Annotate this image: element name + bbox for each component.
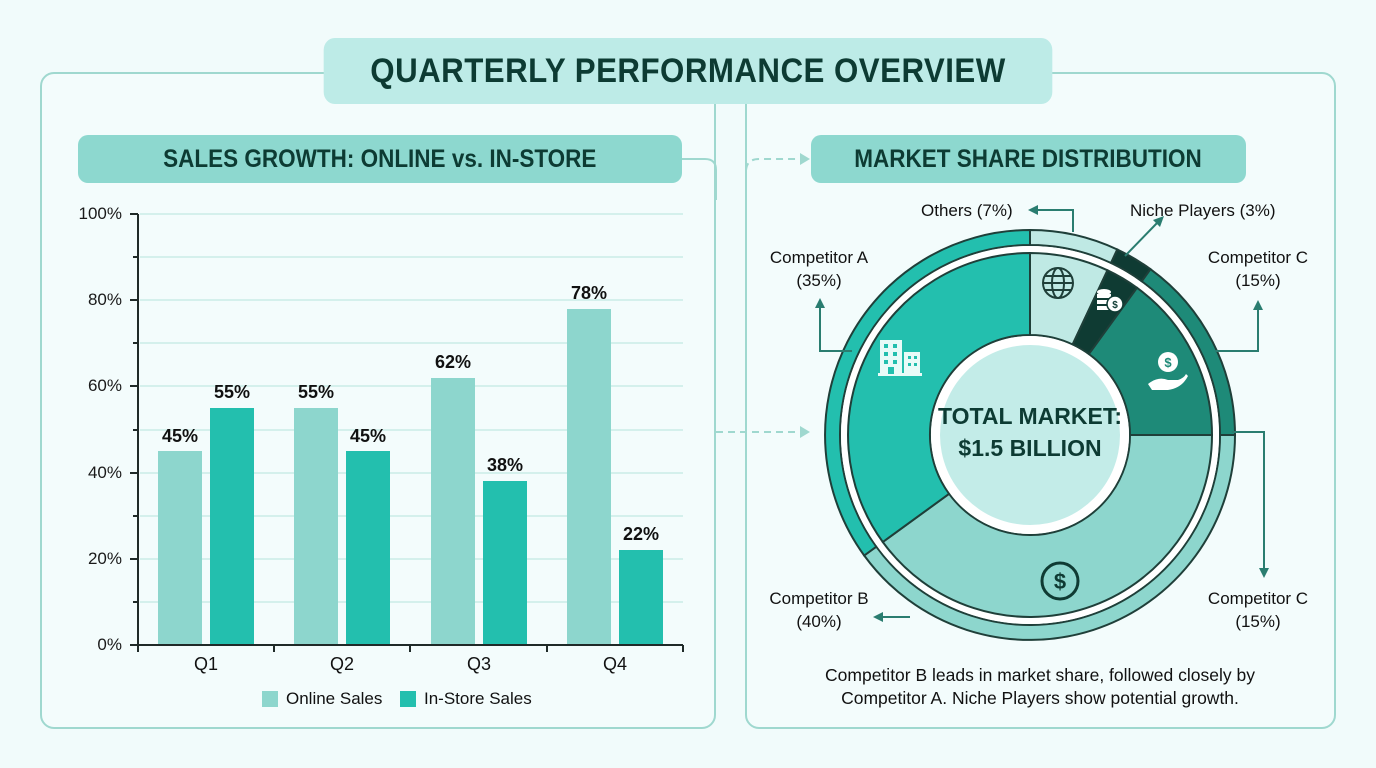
legend-swatch-instore xyxy=(400,691,416,707)
bar-label-online-q4: 78% xyxy=(570,283,608,303)
online-bars xyxy=(158,309,611,645)
competitor-c-bottom-name: Competitor C xyxy=(1207,589,1309,608)
bar-instore-q4 xyxy=(619,550,663,645)
bar-online-q1 xyxy=(158,451,202,645)
bar-online-q3 xyxy=(431,378,475,645)
label-others: Others (7%) xyxy=(921,201,1013,220)
bar-label-instore-q2: 45% xyxy=(349,426,387,446)
bar-instore-q1 xyxy=(210,408,254,645)
market-share-header: MARKET SHARE DISTRIBUTION xyxy=(811,135,1246,183)
market-share-header-text: MARKET SHARE DISTRIBUTION xyxy=(854,144,1203,173)
y-tick-40: 40% xyxy=(87,463,122,482)
svg-text:$: $ xyxy=(1164,355,1172,370)
competitor-b-name: Competitor B xyxy=(769,589,869,608)
y-tick-0: 0% xyxy=(97,635,122,654)
y-tick-100: 100% xyxy=(78,204,122,223)
bar-label-instore-q1: 55% xyxy=(213,382,251,402)
page-title-text: QUARTERLY PERFORMANCE OVERVIEW xyxy=(370,51,1006,90)
sales-growth-header: SALES GROWTH: ONLINE vs. IN-STORE xyxy=(78,135,682,183)
sales-growth-header-text: SALES GROWTH: ONLINE vs. IN-STORE xyxy=(163,144,597,173)
legend-label-online: Online Sales xyxy=(286,689,383,708)
center-line-1: TOTAL MARKET: xyxy=(938,403,1122,429)
label-competitor-b: Competitor B (40%) xyxy=(764,587,874,633)
bar-label-online-q2: 55% xyxy=(297,382,335,402)
annotation-arrows xyxy=(819,209,1265,618)
instore-bars xyxy=(210,408,663,645)
bar-label-online-q3: 62% xyxy=(434,352,472,372)
legend-instore: In-Store Sales xyxy=(400,689,532,709)
bar-online-q2 xyxy=(294,408,338,645)
donut-center-label: TOTAL MARKET: $1.5 BILLION xyxy=(930,400,1130,464)
label-niche-players: Niche Players (3%) xyxy=(1130,201,1276,220)
dollar-circle-icon: $ xyxy=(1040,561,1080,601)
coins-icon: $ xyxy=(1097,289,1124,313)
svg-text:$: $ xyxy=(1112,300,1118,311)
caption-line-2: Competitor A. Niche Players show potenti… xyxy=(841,688,1239,708)
bar-chart xyxy=(130,213,684,652)
bar-label-instore-q3: 38% xyxy=(486,455,524,475)
competitor-a-name: Competitor A xyxy=(769,248,869,267)
page-title: QUARTERLY PERFORMANCE OVERVIEW xyxy=(323,38,1053,104)
market-share-caption: Competitor B leads in market share, foll… xyxy=(770,664,1310,710)
legend-label-instore: In-Store Sales xyxy=(424,689,532,708)
competitor-c-top-name: Competitor C xyxy=(1207,248,1309,267)
caption-line-1: Competitor B leads in market share, foll… xyxy=(825,665,1255,685)
x-label-q4: Q4 xyxy=(602,654,627,674)
donut-center xyxy=(940,345,1120,525)
bar-label-instore-q4: 22% xyxy=(622,524,660,544)
bar-label-online-q1: 45% xyxy=(161,426,199,446)
globe-icon xyxy=(1042,267,1074,299)
x-label-q1: Q1 xyxy=(193,654,218,674)
competitor-c-bottom-pct: (15%) xyxy=(1235,612,1281,631)
label-competitor-c-bottom: Competitor C (15%) xyxy=(1202,587,1314,633)
x-label-q2: Q2 xyxy=(329,654,354,674)
competitor-c-top-pct: (15%) xyxy=(1235,271,1281,290)
center-line-2: $1.5 BILLION xyxy=(958,435,1102,461)
competitor-b-pct: (40%) xyxy=(796,612,842,631)
bar-instore-q3 xyxy=(483,481,527,645)
label-competitor-c-top: Competitor C (15%) xyxy=(1202,246,1314,292)
buildings-icon xyxy=(878,340,922,376)
legend-online: Online Sales xyxy=(262,689,382,709)
legend-swatch-online xyxy=(262,691,278,707)
y-tick-80: 80% xyxy=(87,290,122,309)
axes xyxy=(130,213,684,652)
label-competitor-a: Competitor A (35%) xyxy=(764,246,874,292)
y-tick-60: 60% xyxy=(87,376,122,395)
donut-main-ring xyxy=(847,251,1214,618)
competitor-a-pct: (35%) xyxy=(796,271,842,290)
bar-online-q4 xyxy=(567,309,611,645)
x-label-q3: Q3 xyxy=(466,654,491,674)
bar-instore-q2 xyxy=(346,451,390,645)
donut-outer-ring xyxy=(824,228,1237,641)
svg-text:$: $ xyxy=(1054,569,1066,594)
hand-coin-icon: $ xyxy=(1148,352,1188,390)
arrow-heads xyxy=(815,205,1269,622)
y-tick-20: 20% xyxy=(87,549,122,568)
